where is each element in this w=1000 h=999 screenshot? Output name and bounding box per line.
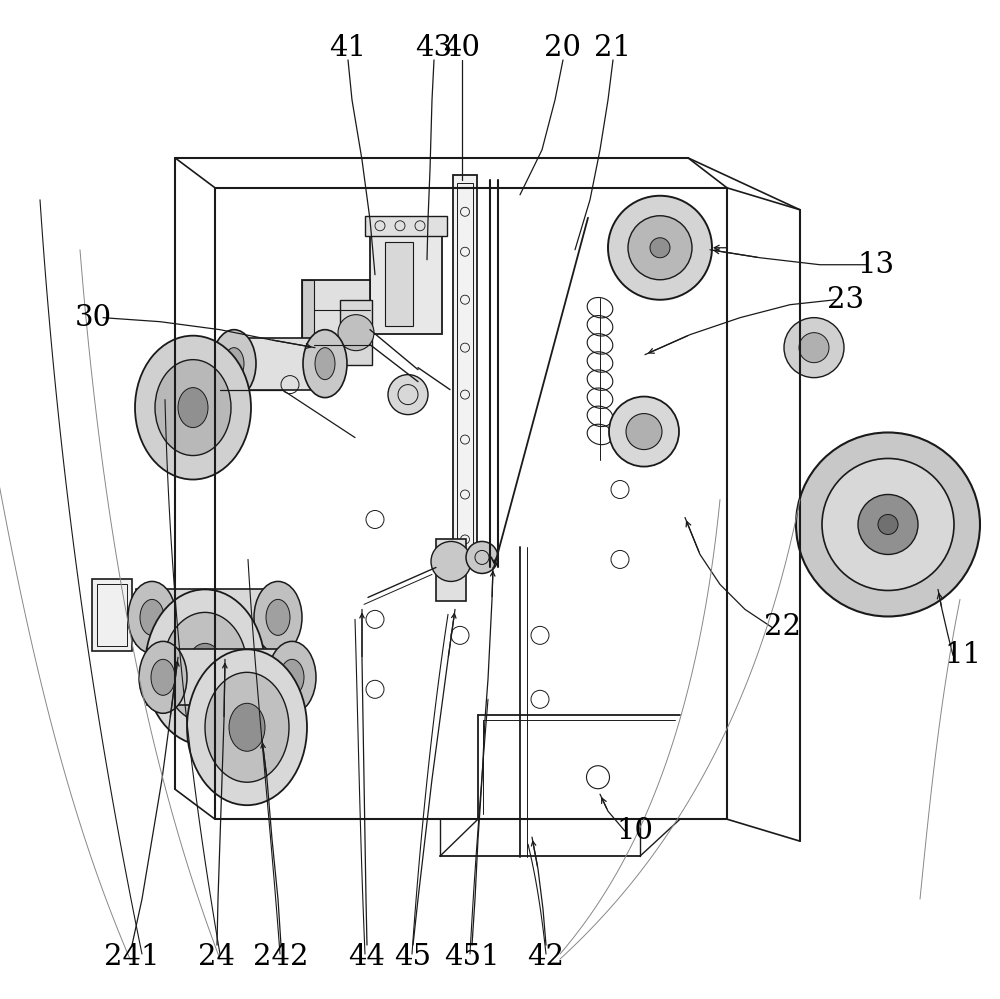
Ellipse shape (178, 388, 208, 428)
Bar (147, 649, 305, 705)
Text: 13: 13 (857, 251, 895, 279)
Ellipse shape (187, 643, 223, 691)
Circle shape (431, 541, 471, 581)
Text: 241: 241 (104, 943, 160, 971)
Circle shape (628, 216, 692, 280)
Bar (436, 539, 466, 601)
Bar (92, 579, 132, 651)
Circle shape (609, 397, 679, 467)
Circle shape (626, 414, 662, 450)
Text: 451: 451 (444, 943, 500, 971)
Text: 11: 11 (944, 641, 982, 669)
Text: 21: 21 (594, 34, 632, 62)
Circle shape (388, 375, 428, 415)
Ellipse shape (151, 659, 175, 695)
Bar (97, 584, 127, 646)
Bar (457, 183, 473, 556)
Ellipse shape (266, 599, 290, 635)
Ellipse shape (205, 672, 289, 782)
Text: 20: 20 (544, 34, 582, 62)
Ellipse shape (139, 641, 187, 713)
Text: 42: 42 (528, 943, 564, 971)
Text: 24: 24 (198, 943, 236, 971)
Circle shape (608, 196, 712, 300)
Ellipse shape (315, 348, 335, 380)
Ellipse shape (280, 659, 304, 695)
Bar (365, 216, 447, 236)
Ellipse shape (140, 599, 164, 635)
Bar (385, 242, 413, 326)
Circle shape (858, 495, 918, 554)
Text: 44: 44 (349, 943, 386, 971)
Text: 43: 43 (415, 34, 453, 62)
Ellipse shape (135, 336, 251, 480)
Ellipse shape (145, 589, 265, 745)
Text: 41: 41 (330, 34, 366, 62)
Bar (136, 589, 291, 644)
Bar (302, 280, 314, 365)
Ellipse shape (128, 581, 176, 653)
Circle shape (796, 433, 980, 616)
Ellipse shape (254, 581, 302, 653)
Ellipse shape (155, 360, 231, 456)
Ellipse shape (212, 330, 256, 398)
Text: 30: 30 (74, 304, 112, 332)
Text: 45: 45 (394, 943, 432, 971)
Ellipse shape (187, 649, 307, 805)
Circle shape (338, 315, 374, 351)
Bar (340, 300, 372, 365)
Ellipse shape (229, 703, 265, 751)
Text: 40: 40 (444, 34, 480, 62)
Circle shape (799, 333, 829, 363)
Circle shape (784, 318, 844, 378)
Text: 242: 242 (253, 943, 309, 971)
Ellipse shape (303, 330, 347, 398)
Ellipse shape (268, 641, 316, 713)
Circle shape (878, 514, 898, 534)
Circle shape (822, 459, 954, 590)
Text: 10: 10 (616, 817, 654, 845)
Bar (453, 175, 477, 564)
Ellipse shape (163, 612, 247, 722)
Ellipse shape (224, 348, 244, 380)
Bar (220, 338, 338, 390)
Circle shape (650, 238, 670, 258)
Circle shape (466, 541, 498, 573)
Bar (370, 234, 442, 334)
Bar (302, 280, 370, 365)
Text: 22: 22 (764, 613, 800, 641)
Text: 23: 23 (827, 286, 865, 314)
